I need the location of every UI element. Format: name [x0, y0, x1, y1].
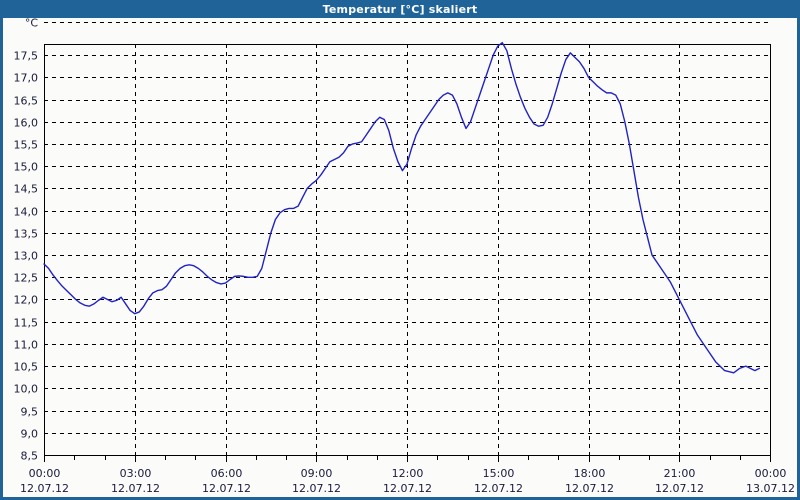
y-axis-label: 10,5: [14, 361, 39, 374]
x-axis-time-label: 03:00: [120, 467, 152, 480]
y-axis-label: 16,5: [14, 95, 39, 108]
x-axis-date-label: 12.07.12: [111, 482, 160, 495]
x-axis-date-label: 12.07.12: [565, 482, 614, 495]
x-axis-date-label: 12.07.12: [292, 482, 341, 495]
y-axis-label: 17,5: [14, 50, 39, 63]
x-axis-time-label: 09:00: [301, 467, 333, 480]
y-axis-label: 15,5: [14, 139, 39, 152]
y-axis-label: 15,0: [14, 161, 39, 174]
x-axis-time-label: 21:00: [664, 467, 696, 480]
y-axis-label: 9,0: [21, 428, 39, 441]
x-axis-date-label: 12.07.12: [655, 482, 704, 495]
x-axis-date-label: 13.07.12: [746, 482, 795, 495]
y-axis-label: 13,0: [14, 250, 39, 263]
y-axis-label: 11,5: [14, 317, 39, 330]
y-axis-label: 16,0: [14, 117, 39, 130]
y-axis-label: 10,0: [14, 383, 39, 396]
x-axis-date-label: 12.07.12: [383, 482, 432, 495]
temperature-line-chart: 8,5 9,0 9,5 10,0 10,5 11,0 11,5 12,0 12,5 13,0 13,…: [14, 18, 795, 495]
y-axis-label: 17,0: [14, 72, 39, 85]
x-axis-time-label: 00:00: [29, 467, 61, 480]
x-axis-date-label: 12.07.12: [20, 482, 69, 495]
window-title-bar: Temperatur [°C] skaliert: [3, 0, 797, 18]
unit-label: °C: [25, 18, 39, 30]
y-axis-label: 14,5: [14, 183, 39, 196]
x-axis-date-label: 12.07.12: [202, 482, 251, 495]
x-axis-time-label: 12:00: [392, 467, 424, 480]
y-axis-label: 14,0: [14, 206, 39, 219]
plot-container: 8,5 9,0 9,5 10,0 10,5 11,0 11,5 12,0 12,5 13,0 13,…: [3, 18, 797, 497]
temperature-series-line: [43, 41, 761, 374]
y-axis-label: 9,5: [21, 406, 39, 419]
plot-frame: [44, 44, 771, 456]
y-axis-label: 12,5: [14, 272, 39, 285]
x-axis-date-label: 12.07.12: [474, 482, 523, 495]
x-axis-time-label: 15:00: [483, 467, 515, 480]
y-axis-label: 8,5: [21, 450, 39, 463]
x-axis-time-label: 18:00: [574, 467, 606, 480]
x-axis-time-label: 06:00: [211, 467, 243, 480]
y-axis-label: 13,5: [14, 228, 39, 241]
y-axis-label: 12,0: [14, 294, 39, 307]
y-axis-label: 11,0: [14, 339, 39, 352]
page-title: Temperatur [°C] skaliert: [322, 2, 478, 16]
x-axis-time-label: 00:00: [755, 467, 787, 480]
